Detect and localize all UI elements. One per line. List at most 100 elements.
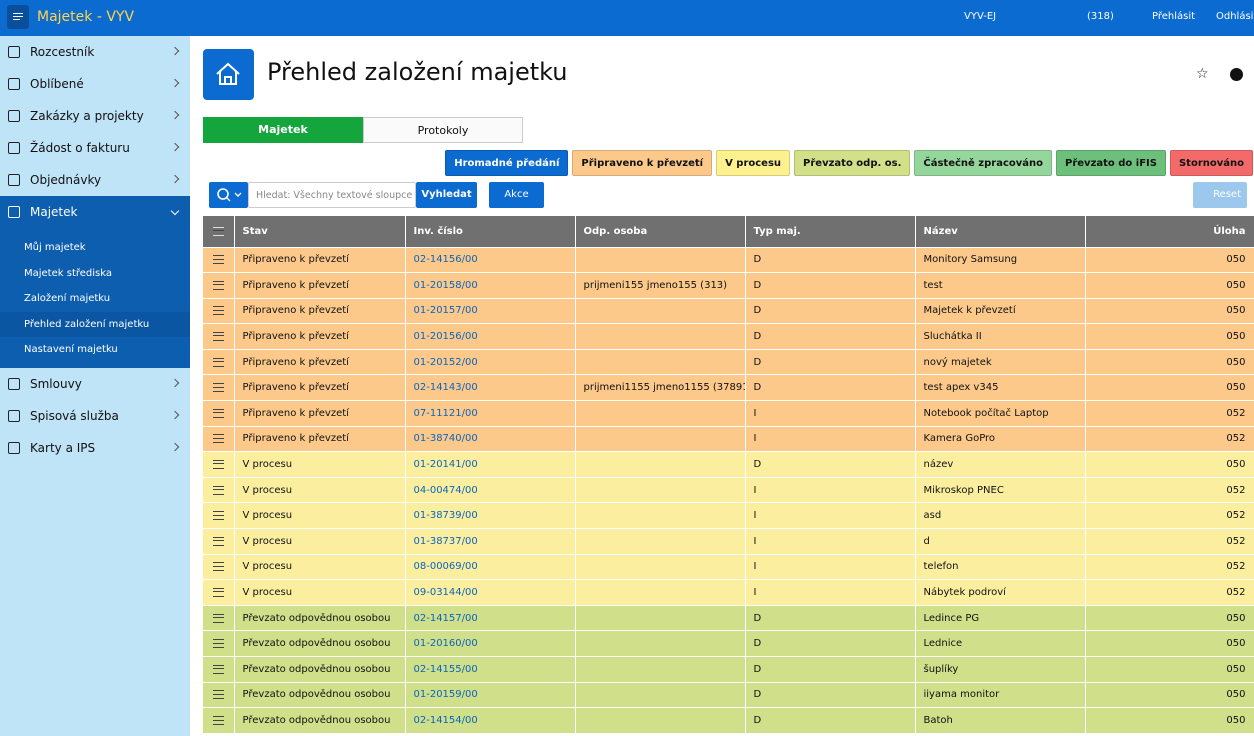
nav-item[interactable]: Zakázky a projekty	[0, 100, 190, 132]
nav-item[interactable]: Žádost o fakturu	[0, 132, 190, 164]
handle-icon	[212, 255, 224, 265]
table-cell: Připraveno k převzetí	[234, 297, 406, 324]
menu-toggle[interactable]	[7, 5, 29, 29]
row-handle[interactable]	[203, 400, 235, 427]
row-handle[interactable]	[203, 553, 235, 580]
row-handle[interactable]	[203, 630, 235, 657]
row-handle[interactable]	[203, 374, 235, 401]
table-cell[interactable]: 01-38737/00	[405, 528, 576, 555]
nav-icon	[8, 378, 20, 390]
table-cell[interactable]: 02-14157/00	[405, 604, 576, 631]
table-cell[interactable]: 01-38739/00	[405, 502, 576, 529]
row-handle[interactable]	[203, 528, 235, 555]
status-button[interactable]: Stornováno	[1169, 150, 1253, 176]
column-header[interactable]: Typ maj.	[745, 216, 916, 247]
search-button[interactable]: Vyhledat	[416, 182, 477, 208]
nav-item[interactable]: Objednávky	[0, 164, 190, 196]
row-handle[interactable]	[203, 297, 235, 324]
nav-item[interactable]: Oblíbené	[0, 68, 190, 100]
nav-label: Zakázky a projekty	[30, 109, 144, 123]
row-handle[interactable]	[203, 476, 235, 503]
row-handle[interactable]	[203, 604, 235, 631]
nav-item[interactable]: Rozcestník	[0, 36, 190, 68]
nav-item[interactable]: Spisová služba	[0, 400, 190, 432]
logout-link[interactable]: Odhlásit	[1216, 11, 1254, 22]
status-button[interactable]: Převzato odp. os.	[794, 150, 911, 176]
column-header[interactable]: Název	[915, 216, 1086, 247]
row-handle[interactable]	[203, 323, 235, 350]
table-cell: název	[915, 451, 1086, 478]
app-title[interactable]: Majetek - VYV	[37, 9, 135, 25]
table-cell: Monitory Samsung	[915, 246, 1086, 273]
row-handle[interactable]	[203, 681, 235, 708]
table-cell[interactable]: 02-14155/00	[405, 656, 576, 683]
row-handle[interactable]	[203, 707, 235, 734]
table-cell: I	[745, 502, 916, 529]
column-header[interactable]: Stav	[234, 216, 406, 247]
table-cell[interactable]: 01-20156/00	[405, 323, 576, 350]
nav-subitem[interactable]: Založení majetku	[24, 293, 111, 304]
table-cell: 050	[1085, 323, 1254, 350]
relogin-link[interactable]: Přehlásit	[1152, 11, 1196, 22]
table-cell[interactable]: 01-20159/00	[405, 681, 576, 708]
favorite-star[interactable]: ☆	[1196, 66, 1209, 82]
table-cell: I	[745, 553, 916, 580]
table-cell[interactable]: 04-00474/00	[405, 476, 576, 503]
nav-subitem[interactable]: Můj majetek	[24, 242, 86, 253]
help-icon[interactable]	[1230, 68, 1243, 81]
table-cell[interactable]: 01-20141/00	[405, 451, 576, 478]
column-header[interactable]: Inv. číslo	[405, 216, 576, 247]
actions-button[interactable]: Akce	[489, 182, 544, 208]
table-cell[interactable]: 01-20160/00	[405, 630, 576, 657]
table-cell: Převzato odpovědnou osobou	[234, 604, 406, 631]
nav-item[interactable]: Karty a IPS	[0, 432, 190, 464]
table-cell: Notebook počítač Laptop	[915, 400, 1086, 427]
column-header[interactable]: Úloha	[1085, 216, 1254, 247]
table-cell: Kamera GoPro	[915, 425, 1086, 452]
row-handle[interactable]	[203, 348, 235, 375]
table-cell[interactable]: 07-11121/00	[405, 400, 576, 427]
table-cell: prijmeni1155 jmeno1155 (37891088)	[575, 374, 746, 401]
nav-subitem[interactable]: Přehled založení majetku	[0, 311, 190, 337]
nav-item[interactable]: Smlouvy	[0, 368, 190, 400]
table-cell[interactable]: 02-14156/00	[405, 246, 576, 273]
row-handle[interactable]	[203, 272, 235, 299]
table-cell[interactable]: 02-14143/00	[405, 374, 576, 401]
reset-button[interactable]: Reset	[1193, 182, 1247, 208]
table-cell: 050	[1085, 348, 1254, 375]
tab[interactable]: Protokoly	[363, 117, 523, 143]
status-button[interactable]: Připraveno k převzetí	[572, 150, 713, 176]
nav-item[interactable]: Majetek	[0, 196, 190, 228]
status-button[interactable]: V procesu	[716, 150, 791, 176]
row-handle[interactable]	[203, 451, 235, 478]
nav-subitem[interactable]: Nastavení majetku	[24, 344, 118, 355]
tab[interactable]: Majetek	[203, 117, 363, 143]
row-handle[interactable]	[203, 502, 235, 529]
table-cell[interactable]: 08-00069/00	[405, 553, 576, 580]
search-input[interactable]: Hledat: Všechny textové sloupce	[248, 182, 416, 208]
row-handle[interactable]	[203, 656, 235, 683]
status-button[interactable]: Částečně zpracováno	[914, 150, 1053, 176]
table-cell: Připraveno k převzetí	[234, 374, 406, 401]
row-handle[interactable]	[203, 579, 235, 606]
table-cell[interactable]: 09-03144/00	[405, 579, 576, 606]
table-cell[interactable]: 01-20158/00	[405, 272, 576, 299]
table-cell: V procesu	[234, 553, 406, 580]
table-cell: asd	[915, 502, 1086, 529]
nav-icon	[8, 142, 20, 154]
search-menu[interactable]	[209, 182, 248, 208]
row-handle[interactable]	[203, 246, 235, 273]
table-cell: Převzato odpovědnou osobou	[234, 630, 406, 657]
table-cell[interactable]: 01-20152/00	[405, 348, 576, 375]
status-button[interactable]: Hromadné předání	[445, 150, 569, 176]
table-cell[interactable]: 02-14154/00	[405, 707, 576, 734]
table-cell[interactable]: 01-38740/00	[405, 425, 576, 452]
row-handle[interactable]	[203, 425, 235, 452]
table-cell	[575, 604, 746, 631]
status-button[interactable]: Převzato do iFIS	[1056, 150, 1166, 176]
notification-count[interactable]: (318)	[1087, 11, 1114, 22]
column-header[interactable]: Odp. osoba	[575, 216, 746, 247]
table-cell[interactable]: 01-20157/00	[405, 297, 576, 324]
nav-subitem[interactable]: Majetek střediska	[24, 267, 112, 279]
